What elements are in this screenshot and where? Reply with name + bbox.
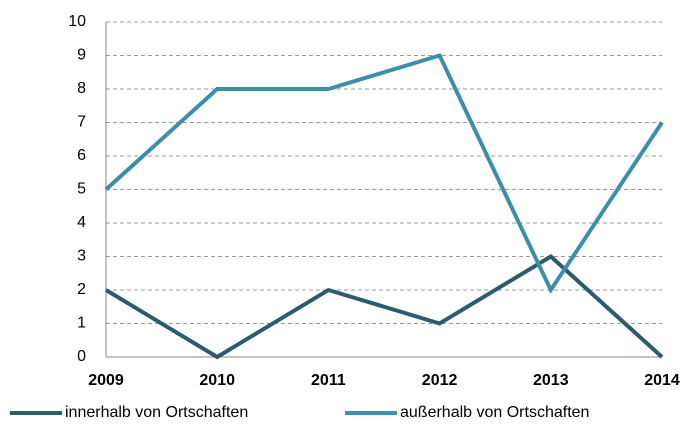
- line-series: [104, 254, 664, 360]
- y-tick-label: 3: [77, 248, 86, 265]
- y-tick-label: 4: [77, 214, 86, 231]
- legend-label: außerhalb von Ortschaften: [400, 404, 589, 421]
- legend-label: innerhalb von Ortschaften: [65, 404, 248, 421]
- y-tick-label: 9: [77, 47, 86, 64]
- y-tick-label: 2: [77, 281, 86, 298]
- y-tick-label: 1: [77, 315, 86, 332]
- y-tick-label: 7: [77, 114, 86, 131]
- y-tick-label: 0: [77, 348, 86, 365]
- x-tick-label: 2010: [199, 372, 235, 389]
- x-tick-label: 2011: [311, 372, 346, 389]
- y-tick-label: 10: [68, 13, 86, 30]
- x-tick-label: 2013: [533, 372, 569, 389]
- x-tick-label: 2012: [422, 372, 458, 389]
- y-tick-label: 6: [77, 147, 86, 164]
- x-tick-label: 2014: [644, 372, 680, 389]
- y-tick-label: 8: [77, 80, 86, 97]
- x-tick-label: 2009: [88, 372, 124, 389]
- line-series: [104, 53, 664, 295]
- y-tick-label: 5: [77, 181, 86, 198]
